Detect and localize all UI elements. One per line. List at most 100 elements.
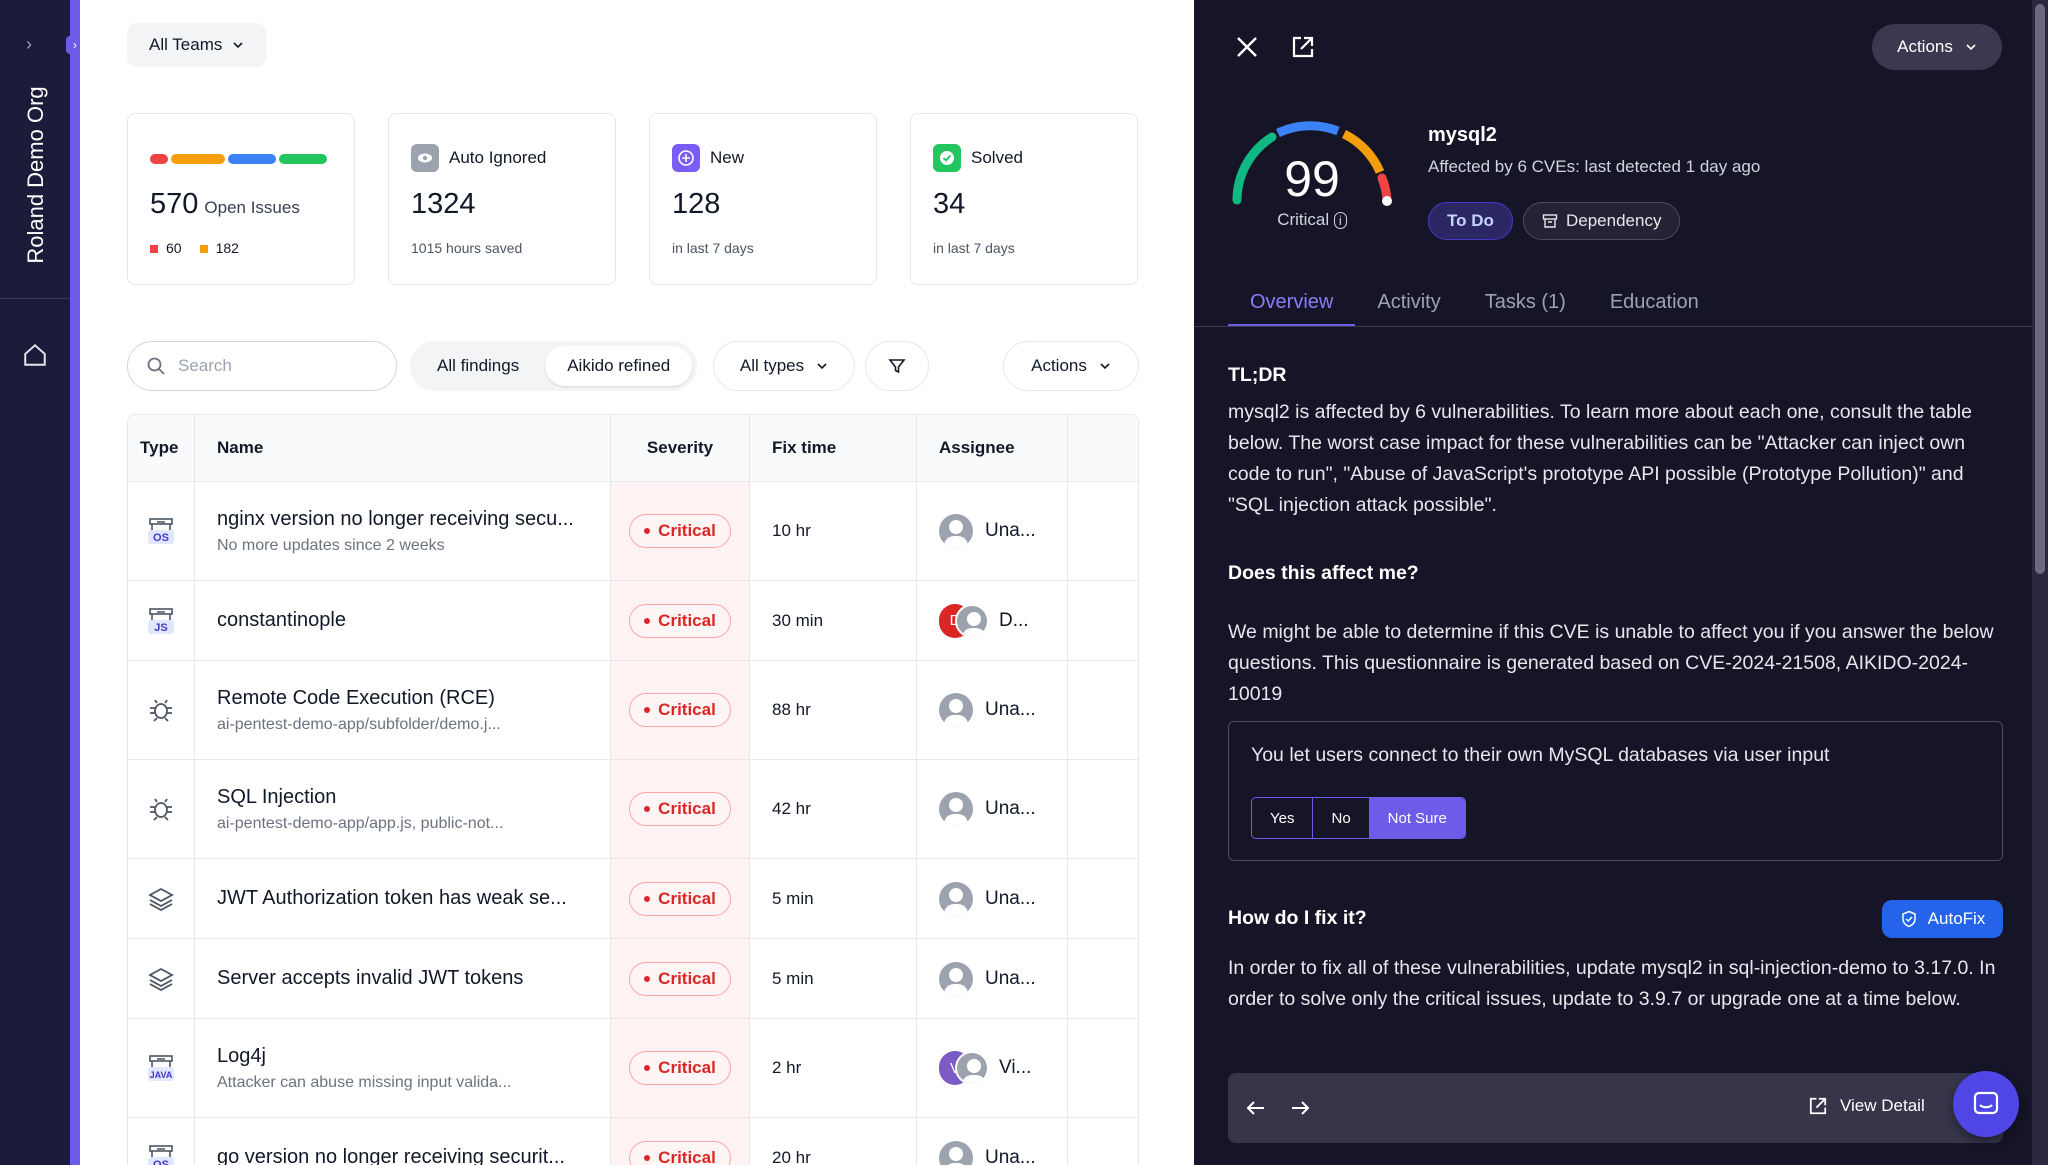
actions-dropdown[interactable]: Actions	[1003, 341, 1139, 391]
check-icon	[933, 144, 961, 172]
close-icon[interactable]	[1232, 32, 1262, 62]
table-row[interactable]: OS go version no longer receiving securit…	[128, 1118, 1138, 1165]
assignee-name: Vi...	[999, 1057, 1032, 1078]
scrollbar-thumb[interactable]	[2035, 4, 2045, 574]
severity-dot	[644, 707, 651, 713]
issue-name[interactable]: SQL Injection	[217, 785, 337, 808]
types-filter-dropdown[interactable]: All types	[713, 341, 855, 391]
solved-card[interactable]: Solved 34 in last 7 days	[910, 113, 1138, 285]
type-cell: JS	[128, 581, 195, 660]
severity-dot	[644, 1154, 651, 1161]
type-cell	[128, 859, 195, 938]
severity-badge: Critical	[629, 1051, 731, 1085]
table-row[interactable]: OS nginx version no longer receiving secu…	[128, 482, 1138, 581]
sidebar-toggle-button[interactable]: ›	[66, 36, 84, 54]
card-title: New	[710, 148, 745, 167]
open-issues-card[interactable]: 570 Open Issues 60 182	[127, 113, 355, 285]
severity-label: Critical	[658, 1147, 716, 1165]
col-type[interactable]: Type	[128, 415, 195, 481]
issue-subtitle: Attacker can abuse missing input valida.…	[217, 1073, 512, 1091]
auto-ignored-card[interactable]: Auto Ignored 1324 1015 hours saved	[388, 113, 616, 285]
table-row[interactable]: Server accepts invalid JWT tokens Critica…	[128, 939, 1138, 1019]
col-assignee[interactable]: Assignee	[917, 415, 1068, 481]
assignee-cell[interactable]: V Vi...	[917, 1019, 1068, 1117]
home-icon[interactable]	[22, 342, 48, 368]
arrow-left-icon[interactable]	[1242, 1094, 1270, 1122]
table-row[interactable]: JWT Authorization token has weak se... Cr…	[128, 859, 1138, 939]
col-fix-time[interactable]: Fix time	[750, 415, 917, 481]
search-input[interactable]: Search	[127, 341, 397, 391]
team-filter-dropdown[interactable]: All Teams	[127, 23, 267, 67]
panel-actions-button[interactable]: Actions	[1872, 24, 2002, 70]
fix-time: 88 hr	[750, 661, 917, 759]
tab-activity[interactable]: Activity	[1377, 291, 1441, 313]
issue-name[interactable]: go version no longer receiving securit..…	[217, 1146, 565, 1165]
solved-count: 34	[933, 188, 966, 220]
issue-name[interactable]: JWT Authorization token has weak se...	[217, 887, 567, 909]
tab-education[interactable]: Education	[1609, 291, 1699, 313]
org-switcher[interactable]: Roland Demo Org	[22, 80, 50, 270]
assignee-cell[interactable]: D D...	[917, 581, 1068, 660]
fix-time: 5 min	[750, 939, 917, 1018]
assignee-cell[interactable]: Una...	[917, 482, 1068, 580]
expand-chevron-icon[interactable]: ›	[26, 34, 32, 54]
tab-tasks[interactable]: Tasks (1)	[1484, 291, 1566, 313]
status-badge[interactable]: To Do	[1428, 202, 1513, 240]
col-severity[interactable]: Severity	[611, 415, 750, 481]
severity-label: Critical	[658, 968, 716, 988]
assignee-cell[interactable]: Una...	[917, 760, 1068, 858]
type-cell: JAVA	[128, 1019, 195, 1117]
archive-icon	[1542, 214, 1558, 228]
assignee-cell[interactable]: Una...	[917, 939, 1068, 1018]
issue-name[interactable]: nginx version no longer receiving secu..…	[217, 507, 574, 530]
assignee-cell[interactable]: Una...	[917, 661, 1068, 759]
info-icon[interactable]: i	[1333, 212, 1347, 229]
table-row[interactable]: JAVA Log4j Attacker can abuse missing inpu…	[128, 1019, 1138, 1118]
severity-cell: Critical	[611, 859, 750, 938]
answer-not-sure-button[interactable]: Not Sure	[1369, 798, 1465, 838]
chevron-down-icon	[1100, 363, 1110, 370]
table-row[interactable]: Remote Code Execution (RCE) ai-pentest-de…	[128, 661, 1138, 760]
open-external-icon[interactable]	[1288, 32, 1318, 62]
new-issues-card[interactable]: New 128 in last 7 days	[649, 113, 877, 285]
org-name: Roland Demo Org	[23, 86, 48, 264]
table-row[interactable]: JS constantinople Critical 30 min D D...	[128, 581, 1138, 661]
assignee-cell[interactable]: Una...	[917, 1118, 1068, 1165]
table-body: OS nginx version no longer receiving secu…	[128, 482, 1138, 1165]
open-issues-count: 570	[150, 188, 199, 220]
severity-dot	[644, 806, 651, 812]
severity-cell: Critical	[611, 760, 750, 858]
answer-group: Yes No Not Sure	[1251, 797, 1466, 839]
view-detail-link[interactable]: View Detail	[1806, 1094, 1925, 1118]
name-cell: Remote Code Execution (RCE) ai-pentest-de…	[195, 661, 611, 759]
type-cell	[128, 760, 195, 858]
open-issues-count-line: 570 Open Issues	[150, 188, 300, 221]
package-summary: Affected by 6 CVEs: last detected 1 day …	[1428, 157, 1761, 176]
eye-icon	[411, 144, 439, 172]
severity-label: Critical	[658, 1058, 716, 1077]
issue-name[interactable]: Remote Code Execution (RCE)	[217, 686, 495, 709]
chat-icon	[1973, 1091, 1999, 1115]
chat-launcher-button[interactable]	[1953, 1071, 2019, 1137]
col-name[interactable]: Name	[195, 415, 611, 481]
issue-name[interactable]: Log4j	[217, 1044, 266, 1067]
table-row[interactable]: SQL Injection ai-pentest-demo-app/app.js,…	[128, 760, 1138, 859]
auto-ignored-count: 1324	[411, 188, 476, 220]
filter-button[interactable]	[865, 341, 929, 391]
tab-overview[interactable]: Overview	[1228, 283, 1356, 327]
answer-yes-button[interactable]: Yes	[1252, 798, 1314, 838]
tab-all-findings[interactable]: All findings	[437, 356, 520, 375]
tldr-heading: TL;DR	[1228, 364, 1287, 386]
type-badge[interactable]: Dependency	[1523, 202, 1681, 240]
answer-no-button[interactable]: No	[1313, 798, 1370, 838]
tab-aikido-refined[interactable]: Aikido refined	[545, 346, 693, 386]
arrow-right-icon[interactable]	[1286, 1094, 1314, 1122]
sidebar-divider	[0, 298, 70, 299]
issue-name[interactable]: constantinople	[217, 609, 346, 631]
fix-time: 42 hr	[750, 760, 917, 858]
fix-heading: How do I fix it?	[1228, 907, 1367, 929]
actions-label: Actions	[1031, 356, 1087, 375]
autofix-button[interactable]: AutoFix	[1882, 900, 2003, 938]
issue-name[interactable]: Server accepts invalid JWT tokens	[217, 967, 524, 989]
assignee-cell[interactable]: Una...	[917, 859, 1068, 938]
